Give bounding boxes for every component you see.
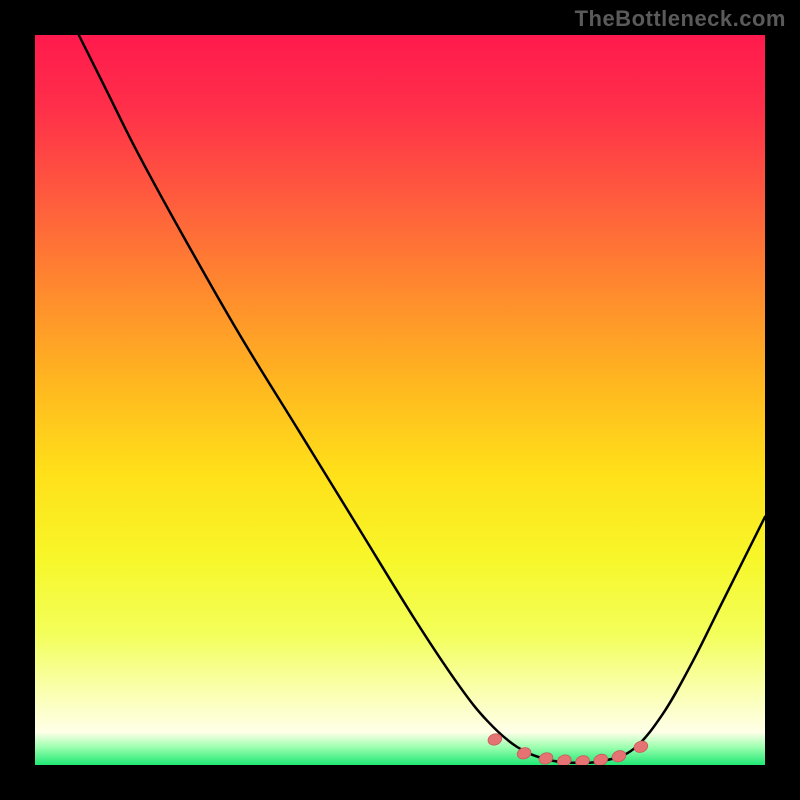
- watermark-text: TheBottleneck.com: [575, 6, 786, 32]
- bottleneck-chart: [0, 0, 800, 800]
- chart-container: TheBottleneck.com: [0, 0, 800, 800]
- plot-background: [35, 35, 765, 765]
